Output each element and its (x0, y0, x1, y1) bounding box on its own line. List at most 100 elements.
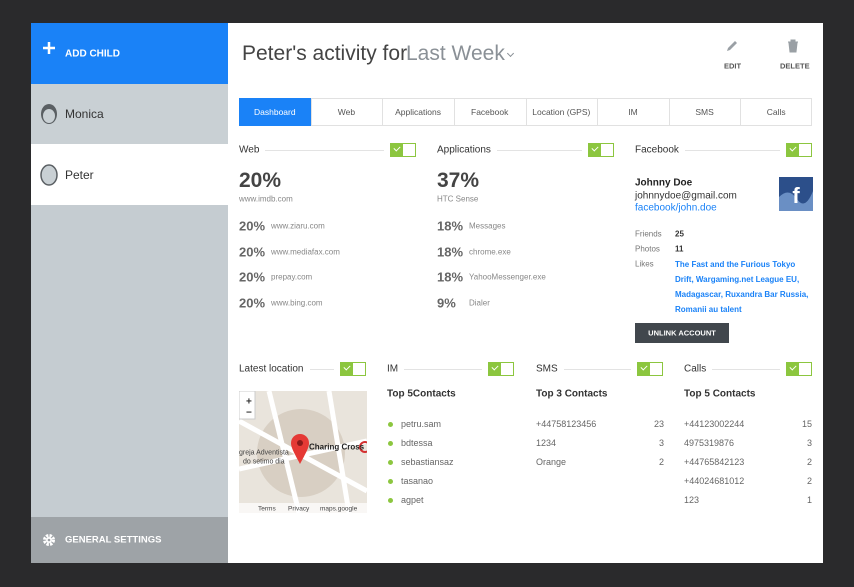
dropdown-caret[interactable] (506, 49, 515, 58)
tab-label[interactable]: Location (GPS) (532, 107, 591, 117)
contact: 4975319876 (684, 438, 735, 448)
contact: tasanao (401, 476, 434, 486)
section-title: IM (387, 363, 399, 375)
profile-picture: f (779, 177, 813, 211)
top-value: 20% (239, 169, 282, 192)
delete-icon[interactable] (787, 39, 799, 53)
section-title: Facebook (635, 144, 679, 156)
tab[interactable] (740, 98, 812, 126)
contact: petru.sam (401, 419, 442, 429)
toggle[interactable] (340, 362, 366, 376)
toggle[interactable] (488, 362, 514, 376)
contact: +44123002244 (684, 419, 745, 429)
settings-label[interactable]: GENERAL SETTINGS (65, 534, 162, 546)
tab[interactable] (668, 98, 742, 126)
period-selector[interactable]: Last Week (406, 42, 505, 65)
status-dot (388, 497, 393, 503)
contact: 123 (684, 495, 700, 505)
section-title: Applications (437, 144, 491, 156)
tab[interactable] (382, 98, 455, 126)
stat-label: Photos (635, 244, 660, 254)
child-row-peter[interactable] (31, 144, 228, 205)
tab-label[interactable]: Web (337, 107, 356, 117)
tab[interactable] (239, 98, 312, 126)
tab[interactable] (310, 98, 384, 126)
section-rule (563, 369, 631, 370)
edit-icon[interactable] (725, 39, 739, 53)
delete-button[interactable]: DELETE (780, 61, 810, 71)
sidebar-fill (31, 205, 228, 517)
tab-label[interactable]: IM (628, 107, 638, 117)
contact: +44024681012 (684, 476, 745, 486)
item-label: www.bing.com (271, 298, 323, 307)
top-label: www.imdb.com (239, 194, 293, 204)
fb-likes: The Fast and the Furious Tokyo Drift, Wa… (675, 260, 809, 314)
stat-label: Friends (635, 229, 662, 239)
item-value: 18% (437, 218, 464, 234)
tab-label[interactable]: Dashboard (254, 107, 296, 117)
child-name[interactable]: Monica (65, 107, 104, 121)
unlink-button[interactable] (635, 323, 729, 343)
item-value: 20% (239, 244, 266, 259)
tab[interactable] (525, 98, 599, 126)
gear-icon (43, 534, 55, 546)
tab[interactable] (453, 98, 527, 126)
stat-value: 25 (675, 229, 684, 239)
child-name[interactable]: Peter (65, 168, 94, 182)
tab[interactable] (597, 98, 670, 126)
contact-count: 3 (658, 438, 664, 448)
map-footer-link[interactable]: Terms (258, 505, 276, 513)
contact-count: 2 (658, 457, 664, 467)
section-rule (309, 369, 334, 370)
add-child-bar[interactable] (31, 23, 228, 84)
edit-button[interactable]: EDIT (724, 61, 742, 71)
contact: bdtessa (401, 438, 433, 448)
avatar-icon (41, 104, 57, 124)
contact-count: 2 (806, 476, 812, 486)
tab-label[interactable]: Calls (766, 107, 786, 117)
contact-count: 23 (653, 419, 664, 429)
item-label: Messages (469, 221, 506, 231)
plus-icon (43, 42, 55, 54)
item-label: YahooMessenger.exe (469, 272, 546, 282)
toggle[interactable] (786, 362, 812, 376)
unlink-label[interactable]: UNLINK ACCOUNT (648, 328, 716, 338)
fb-email: johnnydoe@gmail.com (635, 190, 737, 202)
zoom-out[interactable]: − (246, 407, 252, 419)
toggle[interactable] (390, 143, 416, 157)
section-rule (496, 150, 582, 151)
tab-label[interactable]: Applications (395, 107, 441, 117)
tab-label[interactable]: Facebook (471, 107, 509, 117)
contact-count: 2 (806, 457, 812, 467)
toggle[interactable] (637, 362, 663, 376)
map[interactable] (239, 391, 367, 513)
map-footer-link[interactable]: Privacy (288, 505, 310, 513)
contact: 1234 (536, 438, 557, 448)
add-child-label[interactable]: ADD Child (65, 48, 120, 60)
toggle[interactable] (588, 143, 614, 157)
item-value: 18% (437, 244, 464, 259)
settings-bar[interactable] (31, 517, 228, 563)
item-value: 9% (437, 295, 456, 310)
contact-count: 15 (801, 419, 812, 429)
section-title: SMS (536, 363, 558, 375)
toggle[interactable] (786, 143, 812, 157)
fb-link[interactable]: facebook/john.doe (635, 202, 717, 214)
section-title: Web (239, 144, 260, 156)
child-row-monica[interactable] (31, 84, 228, 144)
contact: sebastiansaz (401, 457, 454, 467)
tab-label[interactable]: SMS (695, 107, 714, 117)
section-rule (684, 150, 780, 151)
zoom-in[interactable]: + (246, 396, 252, 408)
stat-label: Likes (635, 259, 654, 269)
item-label: www.mediafax.com (271, 247, 340, 256)
contact: agpet (401, 495, 424, 505)
status-dot (388, 440, 393, 446)
status-dot (388, 459, 393, 465)
svg-text:f: f (792, 183, 800, 208)
map-footer-link[interactable]: maps.google (320, 505, 358, 513)
status-dot (388, 478, 393, 484)
contact: +44758123456 (536, 419, 597, 429)
section-title: Calls (684, 363, 707, 375)
